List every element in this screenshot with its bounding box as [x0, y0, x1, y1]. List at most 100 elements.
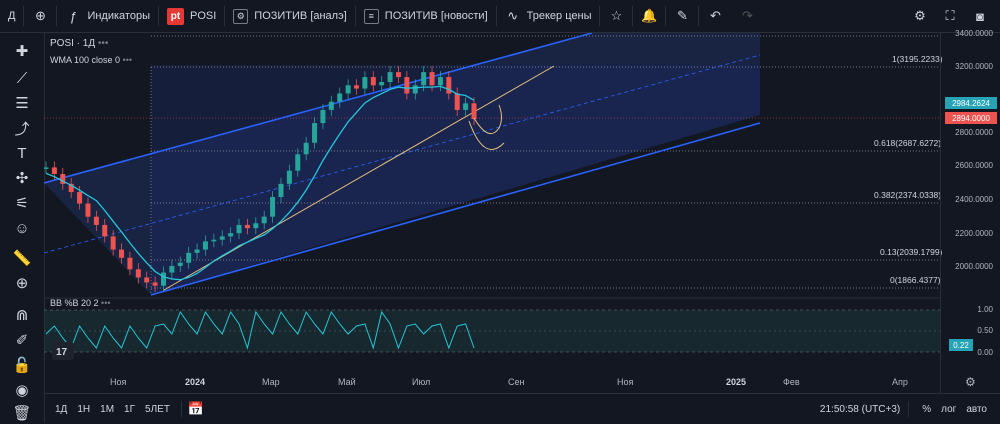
- channel-lower: [150, 122, 761, 296]
- candle: [135, 269, 141, 278]
- horizontal-lines-icon[interactable]: ☰: [15, 95, 29, 112]
- price-chart[interactable]: 17: [44, 33, 940, 393]
- candle: [194, 249, 200, 253]
- log-toggle[interactable]: лог: [941, 403, 957, 415]
- time-tick: Июл: [412, 377, 431, 387]
- symbol-button[interactable]: pt POSI: [159, 0, 224, 32]
- candle: [362, 77, 368, 89]
- wma-legend[interactable]: WMA 100 close 0 •••: [50, 55, 132, 65]
- wma-line: [45, 85, 475, 281]
- forecast-icon[interactable]: ⚟: [15, 195, 29, 212]
- plus-circle-icon: ⊕: [35, 8, 46, 23]
- symbol-short-button[interactable]: Д: [0, 0, 23, 32]
- script-news-label: ПОЗИТИВ [новости]: [384, 10, 488, 22]
- candle: [345, 85, 351, 94]
- candle: [60, 173, 66, 184]
- divider: [495, 6, 497, 26]
- bb-legend-label: BB %B 20 2: [50, 298, 99, 308]
- favorite-button[interactable]: ☆: [600, 0, 632, 32]
- price-tick: 2600.0000: [955, 161, 993, 170]
- path-icon[interactable]: ⤴: [14, 120, 30, 138]
- time-tick: Фев: [783, 377, 800, 387]
- auto-toggle[interactable]: авто: [966, 403, 987, 415]
- candle: [186, 252, 192, 263]
- main-legend[interactable]: POSI · 1Д •••: [50, 38, 109, 49]
- fullscreen-icon[interactable]: ⛶: [945, 8, 955, 23]
- bb-legend[interactable]: BB %B 20 2 •••: [50, 298, 111, 308]
- ruler-icon[interactable]: 📏: [12, 250, 32, 267]
- indicators-button[interactable]: ƒ Индикаторы: [57, 0, 158, 32]
- candle: [211, 239, 217, 242]
- timeframe-1d[interactable]: 1Д: [55, 403, 68, 415]
- candle: [102, 224, 108, 237]
- lock-drawing-icon[interactable]: ✐: [15, 332, 29, 349]
- camera-icon[interactable]: ◙: [976, 8, 984, 24]
- candle: [429, 72, 435, 86]
- redo-button[interactable]: ↷: [731, 0, 763, 32]
- main-legend-label: POSI · 1Д: [50, 38, 96, 49]
- bell-icon: 🔔: [641, 8, 658, 23]
- candle: [261, 216, 267, 224]
- divider: [180, 401, 182, 417]
- bb-tick: 0.00: [977, 348, 993, 357]
- script-analysis-button[interactable]: ⚙ ПОЗИТИВ [аналэ]: [225, 0, 355, 32]
- axis-settings-icon[interactable]: ⚙: [965, 375, 976, 389]
- timeframe-1y[interactable]: 1Г: [124, 403, 136, 415]
- text-icon[interactable]: T: [17, 144, 27, 162]
- price-axis[interactable]: 3400.0000 3200.0000 2800.0000 2600.0000 …: [940, 29, 1000, 393]
- candle: [44, 167, 49, 169]
- timeframe-5y[interactable]: 5ЛЕТ: [145, 403, 170, 415]
- lock-icon[interactable]: 🔓: [12, 357, 32, 374]
- timeframe-1w[interactable]: 1Н: [77, 403, 91, 415]
- wma-price-badge: 2984.2624: [945, 97, 997, 109]
- bottom-toolbar: 1Д 1Н 1М 1Г 5ЛЕТ 📅 21:50:58 (UTC+3) % ло…: [44, 393, 1000, 424]
- candle: [202, 241, 208, 250]
- candle: [387, 72, 393, 82]
- candle: [437, 77, 443, 86]
- top-toolbar: Д ⊕ ƒ Индикаторы pt POSI ⚙ ПОЗИТИВ [аналэ] …: [0, 0, 1000, 33]
- trendline-icon[interactable]: ⟋: [16, 69, 28, 87]
- candle: [295, 154, 301, 171]
- candle: [270, 196, 276, 217]
- alert-button[interactable]: 🔔: [633, 0, 665, 32]
- bb-line: [45, 310, 475, 350]
- time-tick: Апр: [892, 377, 908, 387]
- candle: [412, 85, 418, 94]
- candle: [320, 109, 326, 124]
- price-tick: 2400.0000: [955, 195, 993, 204]
- candle: [278, 183, 284, 197]
- divider: [56, 6, 58, 26]
- divider: [354, 6, 356, 26]
- candle: [160, 272, 166, 286]
- price-tick: 2000.0000: [955, 262, 993, 271]
- price-tracker-button[interactable]: ∿ Трекер цены: [497, 0, 600, 32]
- percent-toggle[interactable]: %: [922, 403, 932, 415]
- time-tick: Сен: [508, 377, 525, 387]
- trash-icon[interactable]: 🗑: [12, 405, 32, 422]
- script-news-button[interactable]: ≡ ПОЗИТИВ [новости]: [356, 0, 496, 32]
- candle: [303, 142, 309, 155]
- news-icon: ≡: [363, 8, 379, 24]
- calendar-icon[interactable]: 📅: [187, 401, 205, 416]
- drawing-button[interactable]: ✎: [666, 0, 698, 32]
- star-icon: ☆: [610, 8, 623, 23]
- timeframe-1m[interactable]: 1М: [100, 403, 115, 415]
- settings-icon[interactable]: ⚙: [914, 8, 926, 23]
- wma-legend-label: WMA 100 close 0: [50, 55, 121, 65]
- price-tick: 3400.0000: [955, 29, 993, 38]
- candle: [169, 265, 175, 273]
- clock[interactable]: 21:50:58 (UTC+3): [819, 403, 901, 415]
- price-tick: 3200.0000: [955, 62, 993, 71]
- compare-button[interactable]: ⊕: [24, 0, 56, 32]
- crosshair-icon[interactable]: ✚: [15, 43, 29, 60]
- zoom-icon[interactable]: ⊕: [15, 275, 29, 292]
- emoji-icon[interactable]: ☺: [14, 219, 30, 237]
- eye-icon[interactable]: ◉: [15, 382, 29, 399]
- candle: [337, 93, 343, 102]
- script-analysis-label: ПОЗИТИВ [аналэ]: [254, 10, 347, 22]
- magnet-icon[interactable]: ⋒: [15, 307, 29, 324]
- pattern-icon[interactable]: ✣: [15, 170, 29, 187]
- indicators-label: Индикаторы: [87, 10, 150, 22]
- undo-button[interactable]: ↶: [699, 0, 731, 32]
- divider: [698, 6, 700, 26]
